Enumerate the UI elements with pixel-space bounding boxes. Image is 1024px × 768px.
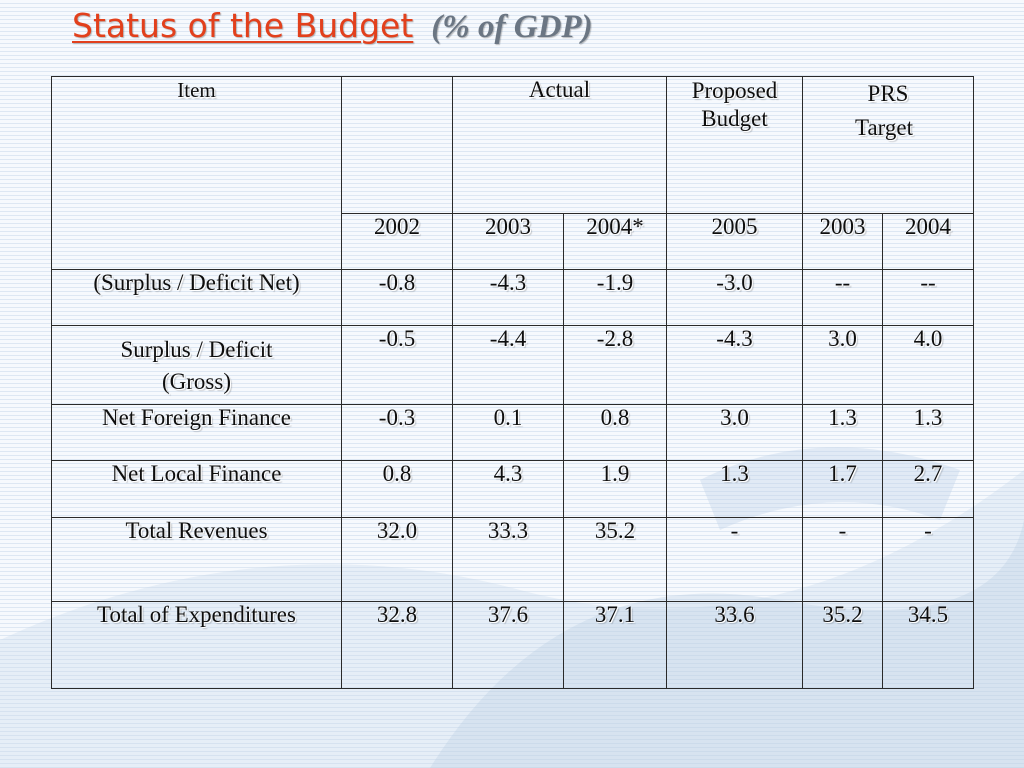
title-main: Status of the Budget: [72, 6, 414, 45]
year-2005-proposed: 2005: [666, 213, 803, 270]
table-cell: --: [802, 269, 883, 326]
table-cell: 1.3: [882, 404, 974, 461]
table-cell: -: [666, 517, 803, 602]
header-item: Item: [51, 76, 342, 270]
header-prs-line1: PRS: [867, 81, 909, 106]
row-label-line2: (Gross): [162, 369, 231, 394]
header-proposed-line1: Proposed: [691, 78, 778, 103]
table-row: (Surplus / Deficit Net) -0.8 -4.3 -1.9 -…: [51, 269, 974, 326]
row-label: Total of Expenditures: [51, 601, 342, 689]
table-row: Net Local Finance 0.8 4.3 1.9 1.3 1.7 2.…: [51, 460, 974, 518]
table-cell: --: [882, 269, 974, 326]
table-cell: 0.1: [452, 404, 564, 461]
header-proposed-line2: Budget: [701, 106, 768, 131]
row-label: Surplus / Deficit (Gross): [51, 325, 342, 405]
year-2003-prs: 2003: [802, 213, 883, 270]
table-row: Surplus / Deficit (Gross) -0.5 -4.4 -2.8…: [51, 325, 974, 405]
header-prs-line2: Target: [855, 115, 913, 140]
year-2002: 2002: [341, 213, 453, 270]
table-cell: 34.5: [882, 601, 974, 689]
table-cell: 4.0: [882, 325, 974, 405]
table-cell: -: [802, 517, 883, 602]
table-cell: -3.0: [666, 269, 803, 326]
table-cell: 0.8: [563, 404, 667, 461]
table-cell: 3.0: [666, 404, 803, 461]
table-cell: 1.7: [802, 460, 883, 518]
table-cell: -4.3: [666, 325, 803, 405]
table-cell: 35.2: [802, 601, 883, 689]
year-2004-actual: 2004*: [563, 213, 667, 270]
row-label: Net Foreign Finance: [51, 404, 342, 461]
table-cell: 1.3: [666, 460, 803, 518]
header-actual: Actual: [452, 76, 667, 214]
table-cell: 32.8: [341, 601, 453, 689]
header-proposed-budget: Proposed Budget: [666, 76, 803, 214]
table-cell: -1.9: [563, 269, 667, 326]
table-cell: 33.6: [666, 601, 803, 689]
table-row: Net Foreign Finance -0.3 0.1 0.8 3.0 1.3…: [51, 404, 974, 461]
table-row: Total of Expenditures 32.8 37.6 37.1 33.…: [51, 601, 974, 689]
table-cell: 1.3: [802, 404, 883, 461]
slide-title: Status of the Budget (% of GDP): [72, 6, 593, 46]
table-cell: 4.3: [452, 460, 564, 518]
table-cell: 32.0: [341, 517, 453, 602]
table-cell: 37.6: [452, 601, 564, 689]
table-cell: 3.0: [802, 325, 883, 405]
table-cell: 0.8: [341, 460, 453, 518]
header-blank: [341, 76, 453, 214]
title-subtitle: (% of GDP): [431, 9, 593, 45]
row-label: Total Revenues: [51, 517, 342, 602]
table-cell: -4.3: [452, 269, 564, 326]
row-label: (Surplus / Deficit Net): [51, 269, 342, 326]
table-cell: 37.1: [563, 601, 667, 689]
year-2003-actual: 2003: [452, 213, 564, 270]
table-cell: -: [882, 517, 974, 602]
table-cell: 1.9: [563, 460, 667, 518]
table-cell: 35.2: [563, 517, 667, 602]
row-label: Net Local Finance: [51, 460, 342, 518]
table-cell: -4.4: [452, 325, 564, 405]
table-row: Total Revenues 32.0 33.3 35.2 - - -: [51, 517, 974, 602]
table-cell: -2.8: [563, 325, 667, 405]
table-cell: -0.8: [341, 269, 453, 326]
header-prs-target: PRS Target: [802, 76, 974, 214]
table-cell: 33.3: [452, 517, 564, 602]
table-cell: -0.3: [341, 404, 453, 461]
year-2004-prs: 2004: [882, 213, 974, 270]
budget-table: Item Actual Proposed Budget PRS Target 2…: [51, 76, 974, 689]
table-cell: 2.7: [882, 460, 974, 518]
table-cell: -0.5: [341, 325, 453, 405]
row-label-line1: Surplus / Deficit: [120, 337, 273, 362]
